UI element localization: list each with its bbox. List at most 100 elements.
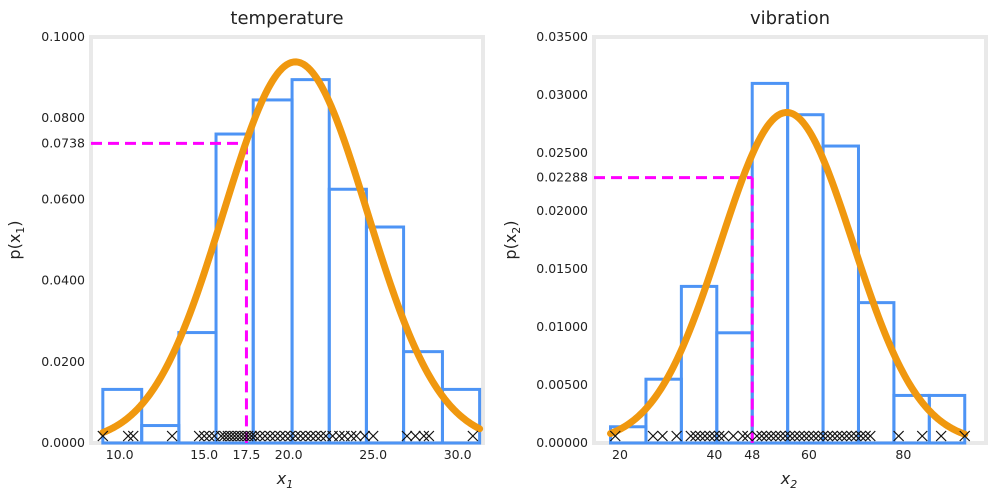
sample-marker <box>264 430 276 442</box>
gaussian-curve-group <box>99 58 484 437</box>
sample-marker <box>794 430 805 442</box>
chart-title: temperature <box>230 8 343 29</box>
sample-marker <box>845 430 857 442</box>
sample-marker <box>284 430 296 442</box>
x-tick-label: 17.5 <box>233 447 261 462</box>
sample-marker <box>808 430 820 442</box>
sample-marker <box>685 430 697 442</box>
y-tick-labels: 0.0000 0.0200 0.0400 0.0600 0.0738 0.0800 0.10… <box>41 29 85 450</box>
sample-marker <box>841 430 853 442</box>
gaussian-curve <box>607 108 969 438</box>
marker-guides <box>594 176 754 443</box>
y-tick-label: 0.02288 <box>536 170 588 185</box>
sample-marker <box>827 430 838 442</box>
sample-marker <box>315 430 327 442</box>
sample-marker <box>812 430 824 442</box>
sample-marker <box>784 430 796 442</box>
x-tick-label: 10.0 <box>106 447 134 462</box>
sample-marker <box>694 430 706 442</box>
histogram-bar <box>821 144 860 445</box>
sample-marker <box>737 430 749 442</box>
plot-area <box>592 35 988 445</box>
sample-marker <box>269 430 281 442</box>
sample-marker <box>359 430 371 442</box>
x-axis-label: x2 <box>780 469 797 490</box>
histogram-bar <box>927 393 967 445</box>
x-tick-label: 20 <box>612 447 628 462</box>
y-tick-label: 0.0200 <box>41 354 85 369</box>
sample-marker <box>97 430 109 442</box>
sample-marker <box>760 430 772 442</box>
sample-marker <box>690 430 701 442</box>
sample-marker <box>798 430 810 442</box>
sample-marker <box>855 430 867 442</box>
sample-marker <box>959 430 971 442</box>
sample-marker <box>699 430 711 442</box>
sample-marker <box>345 430 357 442</box>
y-tick-label: 0.01500 <box>536 261 588 276</box>
sample-marker <box>775 430 786 442</box>
y-tick-labels: 0.00000 0.00500 0.01000 0.01500 0.02000 0.022… <box>536 29 588 450</box>
chart-title: vibration <box>750 8 830 29</box>
sample-marker <box>671 430 683 442</box>
sample-marker <box>803 430 815 442</box>
sample-marker <box>198 430 210 442</box>
y-tick-label: 0.0400 <box>41 273 85 288</box>
chart-temperature: temperature 0.0000 0.0200 0.0400 0.0600 0.07… <box>5 8 485 490</box>
histogram-bar <box>440 387 482 445</box>
sample-marker <box>193 430 205 442</box>
gaussian-curve-group <box>607 108 969 438</box>
sample-marker <box>935 430 947 442</box>
sample-marker <box>836 430 848 442</box>
y-tick-label: 0.00500 <box>536 377 588 392</box>
sample-marker <box>718 430 730 442</box>
sample-marker <box>423 430 435 442</box>
sample-marker <box>704 430 716 442</box>
sample-marker <box>127 430 139 442</box>
sample-marker <box>290 430 301 442</box>
sample-marker <box>770 430 782 442</box>
sample-marker <box>893 430 905 442</box>
y-tick-label: 0.02000 <box>536 203 588 218</box>
sample-marker <box>249 430 261 442</box>
sample-marker <box>779 430 791 442</box>
sample-marker <box>259 430 271 442</box>
marker-guides <box>91 141 248 443</box>
x-tick-label: 48 <box>744 447 760 462</box>
sample-marker <box>418 430 430 442</box>
sample-markers <box>609 430 971 442</box>
sample-marker <box>916 430 928 442</box>
x-tick-label: 80 <box>895 447 911 462</box>
sample-marker <box>647 430 659 442</box>
sample-marker <box>274 430 286 442</box>
sample-marker <box>727 430 739 442</box>
histogram-bar <box>364 225 406 445</box>
y-axis-label: p(x1) <box>5 220 27 259</box>
sample-marker <box>254 430 266 442</box>
sample-marker <box>850 430 862 442</box>
sample-marker <box>742 430 753 442</box>
y-tick-label: 0.0600 <box>41 191 85 206</box>
sample-marker <box>609 430 621 442</box>
sample-marker <box>122 430 134 442</box>
y-tick-label: 0.03000 <box>536 87 588 102</box>
sample-marker <box>657 430 668 442</box>
y-tick-label: 0.03500 <box>536 29 588 44</box>
sample-marker <box>310 430 322 442</box>
sample-marker <box>409 430 421 442</box>
x-tick-label: 40 <box>706 447 722 462</box>
x-tick-label: 25.0 <box>359 447 387 462</box>
sample-marker <box>765 430 777 442</box>
plot-area <box>89 35 485 445</box>
sample-marker <box>860 430 871 442</box>
x-axis-label: x1 <box>276 469 293 490</box>
sample-marker <box>350 430 362 442</box>
y-tick-label: 0.0000 <box>41 435 85 450</box>
x-tick-labels: 20 40 48 60 80 <box>612 447 911 462</box>
sample-marker <box>203 430 215 442</box>
x-tick-label: 20.0 <box>275 447 303 462</box>
y-tick-label: 0.0800 <box>41 110 85 125</box>
sample-markers <box>97 430 479 442</box>
sample-marker <box>751 430 763 442</box>
